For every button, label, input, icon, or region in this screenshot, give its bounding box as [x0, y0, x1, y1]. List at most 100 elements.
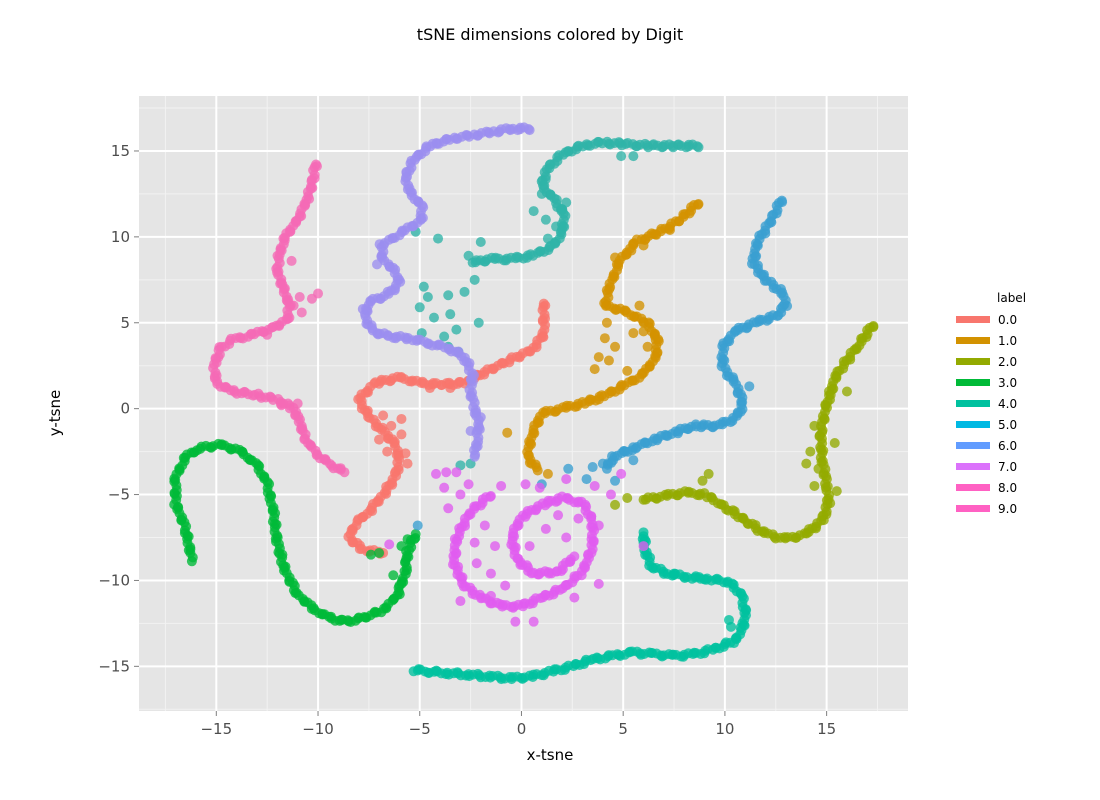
data-point [829, 438, 840, 449]
data-point [443, 290, 454, 301]
data-point [813, 463, 824, 474]
data-point [471, 558, 482, 569]
data-point [292, 398, 303, 409]
legend-label-4.0: 4.0 [998, 397, 1017, 411]
data-point [433, 233, 444, 244]
data-point [610, 252, 621, 263]
data-point [286, 255, 297, 266]
series-6.0 [412, 195, 793, 531]
data-point [650, 334, 661, 345]
data-point [402, 458, 413, 469]
legend-label-3.0: 3.0 [998, 376, 1017, 390]
data-point [597, 458, 608, 469]
data-point [422, 291, 433, 302]
data-point [475, 237, 486, 248]
legend-label-1.0: 1.0 [998, 334, 1017, 348]
data-point [542, 468, 553, 479]
legend-swatch-7.0 [956, 463, 990, 470]
data-point [439, 482, 450, 493]
series-2.0 [610, 321, 879, 544]
data-point [589, 364, 600, 375]
data-point [628, 455, 639, 466]
data-point [697, 475, 708, 486]
data-point [463, 479, 474, 490]
data-point [485, 590, 496, 601]
data-point [473, 317, 484, 328]
x-axis-title: x-tsne [527, 746, 574, 764]
data-point [744, 381, 755, 392]
legend-swatch-8.0 [956, 484, 990, 491]
x-tick-label: −15 [200, 720, 232, 738]
data-point [479, 520, 490, 531]
data-point [475, 412, 486, 423]
data-point [443, 503, 454, 514]
data-point [605, 489, 616, 500]
data-point [502, 427, 513, 438]
data-point [805, 446, 816, 457]
x-tick-label: −5 [409, 720, 431, 738]
data-point [445, 309, 456, 320]
data-point [524, 541, 535, 552]
data-point [428, 312, 439, 323]
legend-swatch-2.0 [956, 358, 990, 365]
data-point [557, 204, 568, 215]
data-point [540, 214, 551, 225]
data-point [372, 259, 383, 270]
data-point [455, 596, 466, 607]
series-4.0 [408, 527, 752, 685]
data-point [809, 480, 820, 491]
data-point [642, 341, 653, 352]
data-point [573, 513, 584, 524]
series-7.0 [357, 122, 535, 462]
legend-swatch-1.0 [956, 337, 990, 344]
data-point [551, 221, 562, 232]
data-point [801, 458, 812, 469]
data-point [500, 580, 511, 591]
data-point [809, 420, 820, 431]
data-point [402, 534, 413, 545]
data-point [825, 389, 836, 400]
data-point [626, 245, 637, 256]
series-0.0 [343, 298, 551, 559]
data-point [532, 465, 543, 476]
series-3.0 [169, 438, 421, 627]
y-tick-label: −15 [98, 657, 130, 675]
data-point [455, 489, 466, 500]
data-point [414, 302, 425, 313]
series-5.0 [410, 136, 704, 471]
data-point [536, 188, 547, 199]
data-point [561, 474, 572, 485]
data-point [431, 468, 442, 479]
data-point [418, 281, 429, 292]
legend-label-2.0: 2.0 [998, 355, 1017, 369]
legend: label 0.0 1.0 2.0 3.0 4.0 5.0 6.0 7.0 8.0 9.0 [956, 291, 1026, 516]
data-point [616, 151, 627, 162]
data-point [726, 621, 737, 632]
data-point [410, 529, 421, 540]
data-point [561, 532, 572, 543]
data-point [510, 616, 521, 627]
data-point [374, 547, 385, 558]
plot-panel [139, 96, 908, 711]
data-point [603, 355, 614, 366]
data-point [528, 616, 539, 627]
data-point [294, 291, 305, 302]
data-point [569, 551, 580, 562]
data-point [490, 541, 501, 552]
data-point [622, 365, 633, 376]
data-point [620, 446, 631, 457]
data-point [610, 341, 621, 352]
data-point [841, 386, 852, 397]
data-point [400, 556, 411, 567]
data-point [306, 293, 317, 304]
data-point [496, 480, 507, 491]
legend-swatch-6.0 [956, 442, 990, 449]
data-point [357, 304, 368, 315]
legend-swatch-0.0 [956, 316, 990, 323]
data-point [451, 467, 462, 478]
data-point [628, 328, 639, 339]
x-axis: −15 −10 −5 0 5 10 15 [200, 711, 836, 738]
data-point [386, 420, 397, 431]
y-tick-label: 15 [111, 142, 130, 160]
y-tick-label: 5 [120, 314, 130, 332]
